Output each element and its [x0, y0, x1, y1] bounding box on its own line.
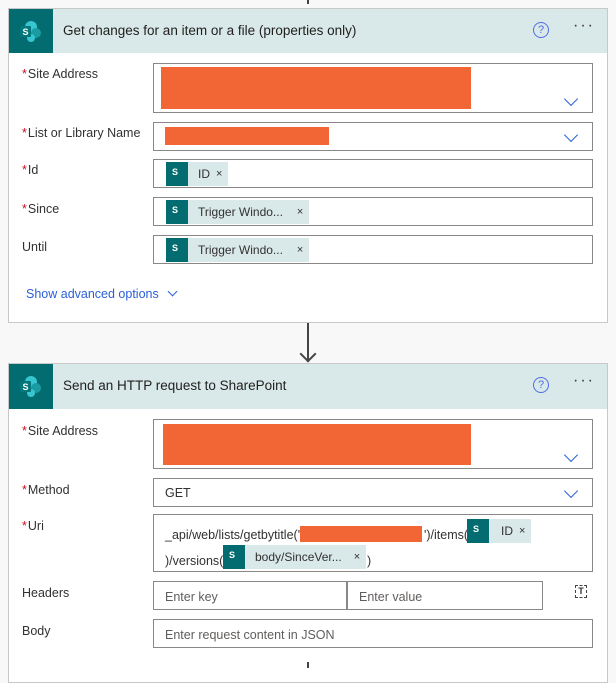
id-token[interactable]: ID ×: [166, 162, 229, 186]
svg-text:S: S: [23, 382, 29, 392]
token-label: body/SinceVer...: [255, 550, 342, 564]
more-options-icon[interactable]: ···: [573, 17, 595, 34]
uri-text: _api/web/lists/getbytitle(': [165, 528, 301, 542]
uri-text: ): [367, 554, 372, 568]
connector-arrow-bottom: [307, 662, 309, 668]
close-icon[interactable]: ×: [296, 244, 304, 256]
list-name-dropdown[interactable]: [153, 122, 593, 151]
until-label: Until: [22, 240, 48, 254]
id-label: *Id: [22, 163, 39, 177]
token-label: ID: [198, 167, 210, 181]
sharepoint-icon: [166, 200, 188, 224]
get-changes-card: S Get changes for an item or a file (pro…: [8, 8, 608, 323]
sharepoint-icon: [166, 238, 188, 262]
sharepoint-icon: [223, 545, 245, 569]
id-input[interactable]: ID ×: [153, 159, 593, 188]
card-header[interactable]: S Send an HTTP request to SharePoint ? ·…: [9, 364, 607, 409]
sharepoint-icon: S: [9, 364, 53, 409]
card-title: Get changes for an item or a file (prope…: [63, 23, 357, 38]
site-address-input[interactable]: [153, 419, 593, 469]
close-icon[interactable]: ×: [353, 551, 361, 563]
help-icon[interactable]: ?: [533, 377, 549, 393]
uri-label: *Uri: [22, 519, 44, 533]
token-label: Trigger Windo...: [198, 243, 283, 257]
body-input[interactable]: Enter request content in JSON: [153, 619, 593, 648]
since-version-token[interactable]: body/SinceVer... ×: [223, 545, 367, 569]
token-label: Trigger Windo...: [198, 205, 283, 219]
close-icon[interactable]: ×: [519, 525, 526, 537]
list-name-label: *List or Library Name: [22, 126, 141, 140]
close-icon[interactable]: ×: [216, 168, 223, 180]
more-options-icon[interactable]: ···: [573, 372, 595, 389]
show-advanced-options-link[interactable]: Show advanced options: [26, 286, 178, 301]
site-address-label: *Site Address: [22, 67, 99, 81]
uri-text: ')/items(: [424, 528, 469, 542]
until-token[interactable]: Trigger Windo... ×: [166, 238, 310, 262]
method-dropdown[interactable]: GET: [153, 478, 593, 507]
svg-text:S: S: [23, 27, 29, 37]
switch-to-text-mode-icon[interactable]: T: [575, 585, 587, 598]
header-value-input[interactable]: Enter value: [347, 581, 543, 610]
chevron-down-icon: [167, 286, 178, 297]
sharepoint-icon: S: [9, 9, 53, 53]
uri-text: )/versions(: [165, 554, 224, 568]
until-input[interactable]: Trigger Windo... ×: [153, 235, 593, 264]
body-label: Body: [22, 624, 51, 638]
method-value: GET: [165, 486, 191, 500]
since-label: *Since: [22, 202, 60, 216]
card-title: Send an HTTP request to SharePoint: [63, 378, 287, 393]
connector-arrow-top: [307, 0, 309, 4]
help-icon[interactable]: ?: [533, 22, 549, 38]
token-label: ID: [501, 524, 513, 538]
sharepoint-icon: [166, 162, 188, 186]
close-icon[interactable]: ×: [296, 206, 304, 218]
headers-label: Headers: [22, 586, 70, 600]
id-token[interactable]: ID ×: [467, 519, 532, 543]
http-request-card: S Send an HTTP request to SharePoint ? ·…: [8, 363, 608, 683]
method-label: *Method: [22, 483, 70, 497]
since-input[interactable]: Trigger Windo... ×: [153, 197, 593, 226]
sharepoint-icon: [467, 519, 489, 543]
uri-input[interactable]: _api/web/lists/getbytitle(' ')/items( ID…: [153, 514, 593, 572]
card-header[interactable]: S Get changes for an item or a file (pro…: [9, 9, 607, 53]
connector-arrow: [307, 323, 309, 360]
header-key-input[interactable]: Enter key: [153, 581, 347, 610]
site-address-label: *Site Address: [22, 424, 99, 438]
since-token[interactable]: Trigger Windo... ×: [166, 200, 310, 224]
site-address-input[interactable]: [153, 63, 593, 113]
arrowhead-icon: [299, 345, 317, 363]
